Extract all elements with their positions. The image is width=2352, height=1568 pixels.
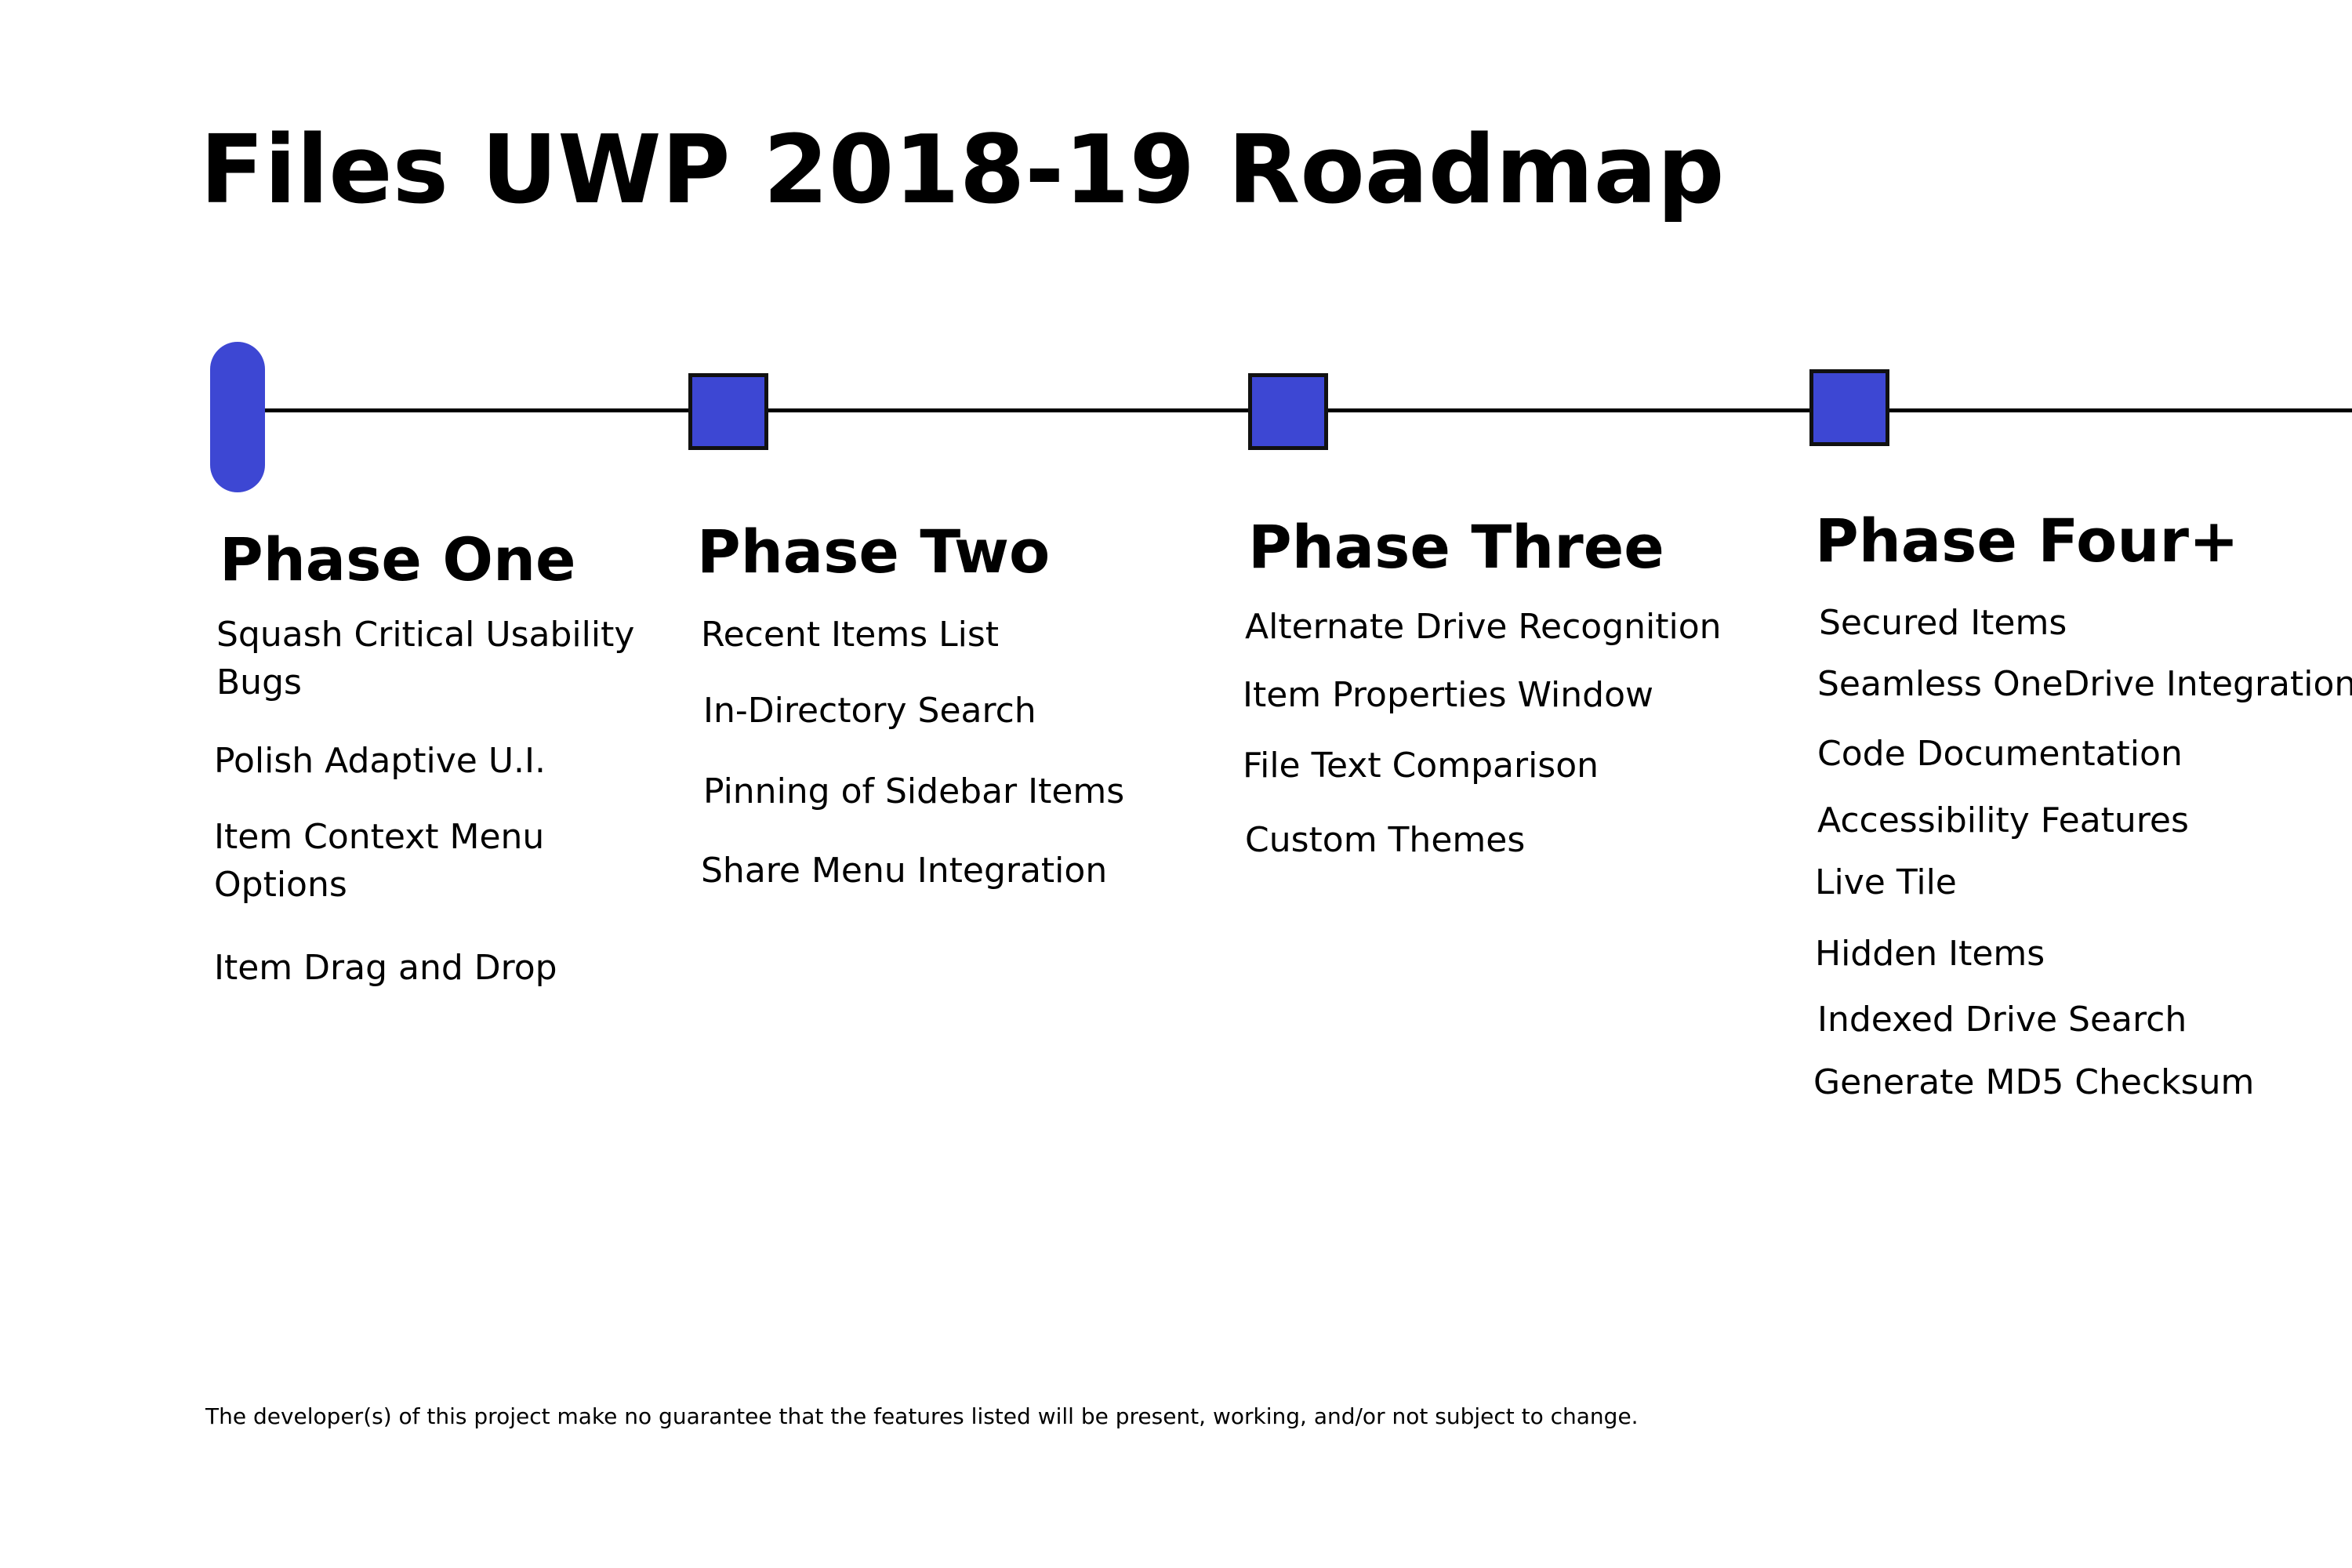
phase-one-item: Polish Adaptive U.I. <box>214 741 546 781</box>
roadmap-title: Files UWP 2018-19 Roadmap <box>200 116 1725 225</box>
phase-two-title: Phase Two <box>697 517 1051 586</box>
phase-four-item: Indexed Drive Search <box>1817 1000 2187 1040</box>
phase-two-item: Recent Items List <box>701 615 1000 655</box>
phase-one-item: Squash Critical Usability <box>216 615 635 655</box>
phase-three-item: Item Properties Window <box>1243 675 1653 715</box>
phase-three-item: File Text Comparison <box>1243 746 1599 786</box>
phase-one-title: Phase One <box>220 524 576 594</box>
phase-one-item: Item Context Menu <box>214 817 545 857</box>
phase-three-column: Phase Three <box>1248 517 1664 577</box>
phase-four-item: Code Documentation <box>1817 734 2183 774</box>
phase-one-item: Options <box>214 865 347 905</box>
phase-four-item: Seamless OneDrive Integration <box>1817 664 2352 704</box>
phase-two-item: In-Directory Search <box>703 691 1036 731</box>
phase-three-item: Alternate Drive Recognition <box>1245 607 1722 647</box>
phase-two-column: Phase Two <box>697 522 1050 582</box>
phase-three-item: Custom Themes <box>1245 820 1526 860</box>
phase-two-node <box>688 373 768 450</box>
phase-one-column: Phase One <box>220 530 576 590</box>
phase-four-item: Live Tile <box>1815 862 1957 902</box>
phase-one-item: Bugs <box>216 662 302 702</box>
phase-three-title: Phase Three <box>1248 512 1664 582</box>
phase-four-item: Hidden Items <box>1815 934 2045 974</box>
phase-four-item: Secured Items <box>1819 603 2067 643</box>
phase-one-item: Item Drag and Drop <box>214 948 557 988</box>
phase-four-node <box>1809 369 1889 446</box>
phase-four-item: Accessibility Features <box>1817 800 2189 840</box>
timeline-start-marker <box>210 342 265 492</box>
disclaimer-footnote: The developer(s) of this project make no… <box>205 1403 1639 1429</box>
phase-four-item: Generate MD5 Checksum <box>1813 1062 2255 1102</box>
phase-two-item: Pinning of Sidebar Items <box>703 771 1125 811</box>
phase-four-title: Phase Four+ <box>1815 506 2239 575</box>
phase-two-item: Share Menu Integration <box>701 851 1108 891</box>
phase-three-node <box>1248 373 1328 450</box>
phase-four-column: Phase Four+ <box>1815 511 2239 571</box>
